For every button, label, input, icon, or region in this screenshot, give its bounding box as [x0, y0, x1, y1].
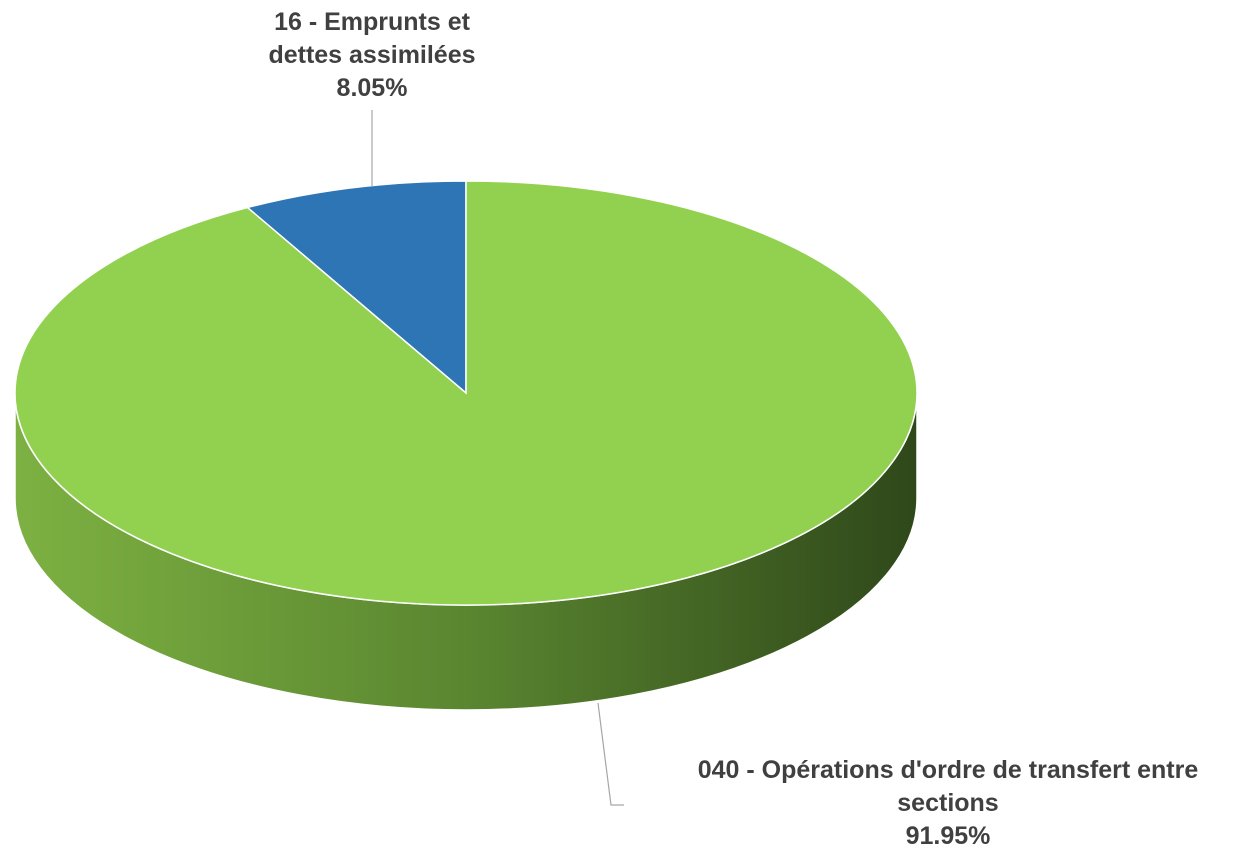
- leader-line: [597, 702, 624, 806]
- slice-label: 040 - Opérations d'ordre de transfert en…: [654, 754, 1242, 853]
- category-label: 16 - Emprunts et dettes assimilées: [268, 8, 476, 69]
- value-label: 8.05%: [336, 74, 408, 102]
- slices: [14, 180, 918, 606]
- value-label: 91.95%: [905, 822, 991, 850]
- pie-slice: [14, 180, 918, 606]
- category-label: 040 - Opérations d'ordre de transfert en…: [697, 756, 1199, 817]
- pie-slice: [245, 180, 467, 395]
- slice-label: 16 - Emprunts et dettes assimilées 8.05%: [252, 6, 492, 105]
